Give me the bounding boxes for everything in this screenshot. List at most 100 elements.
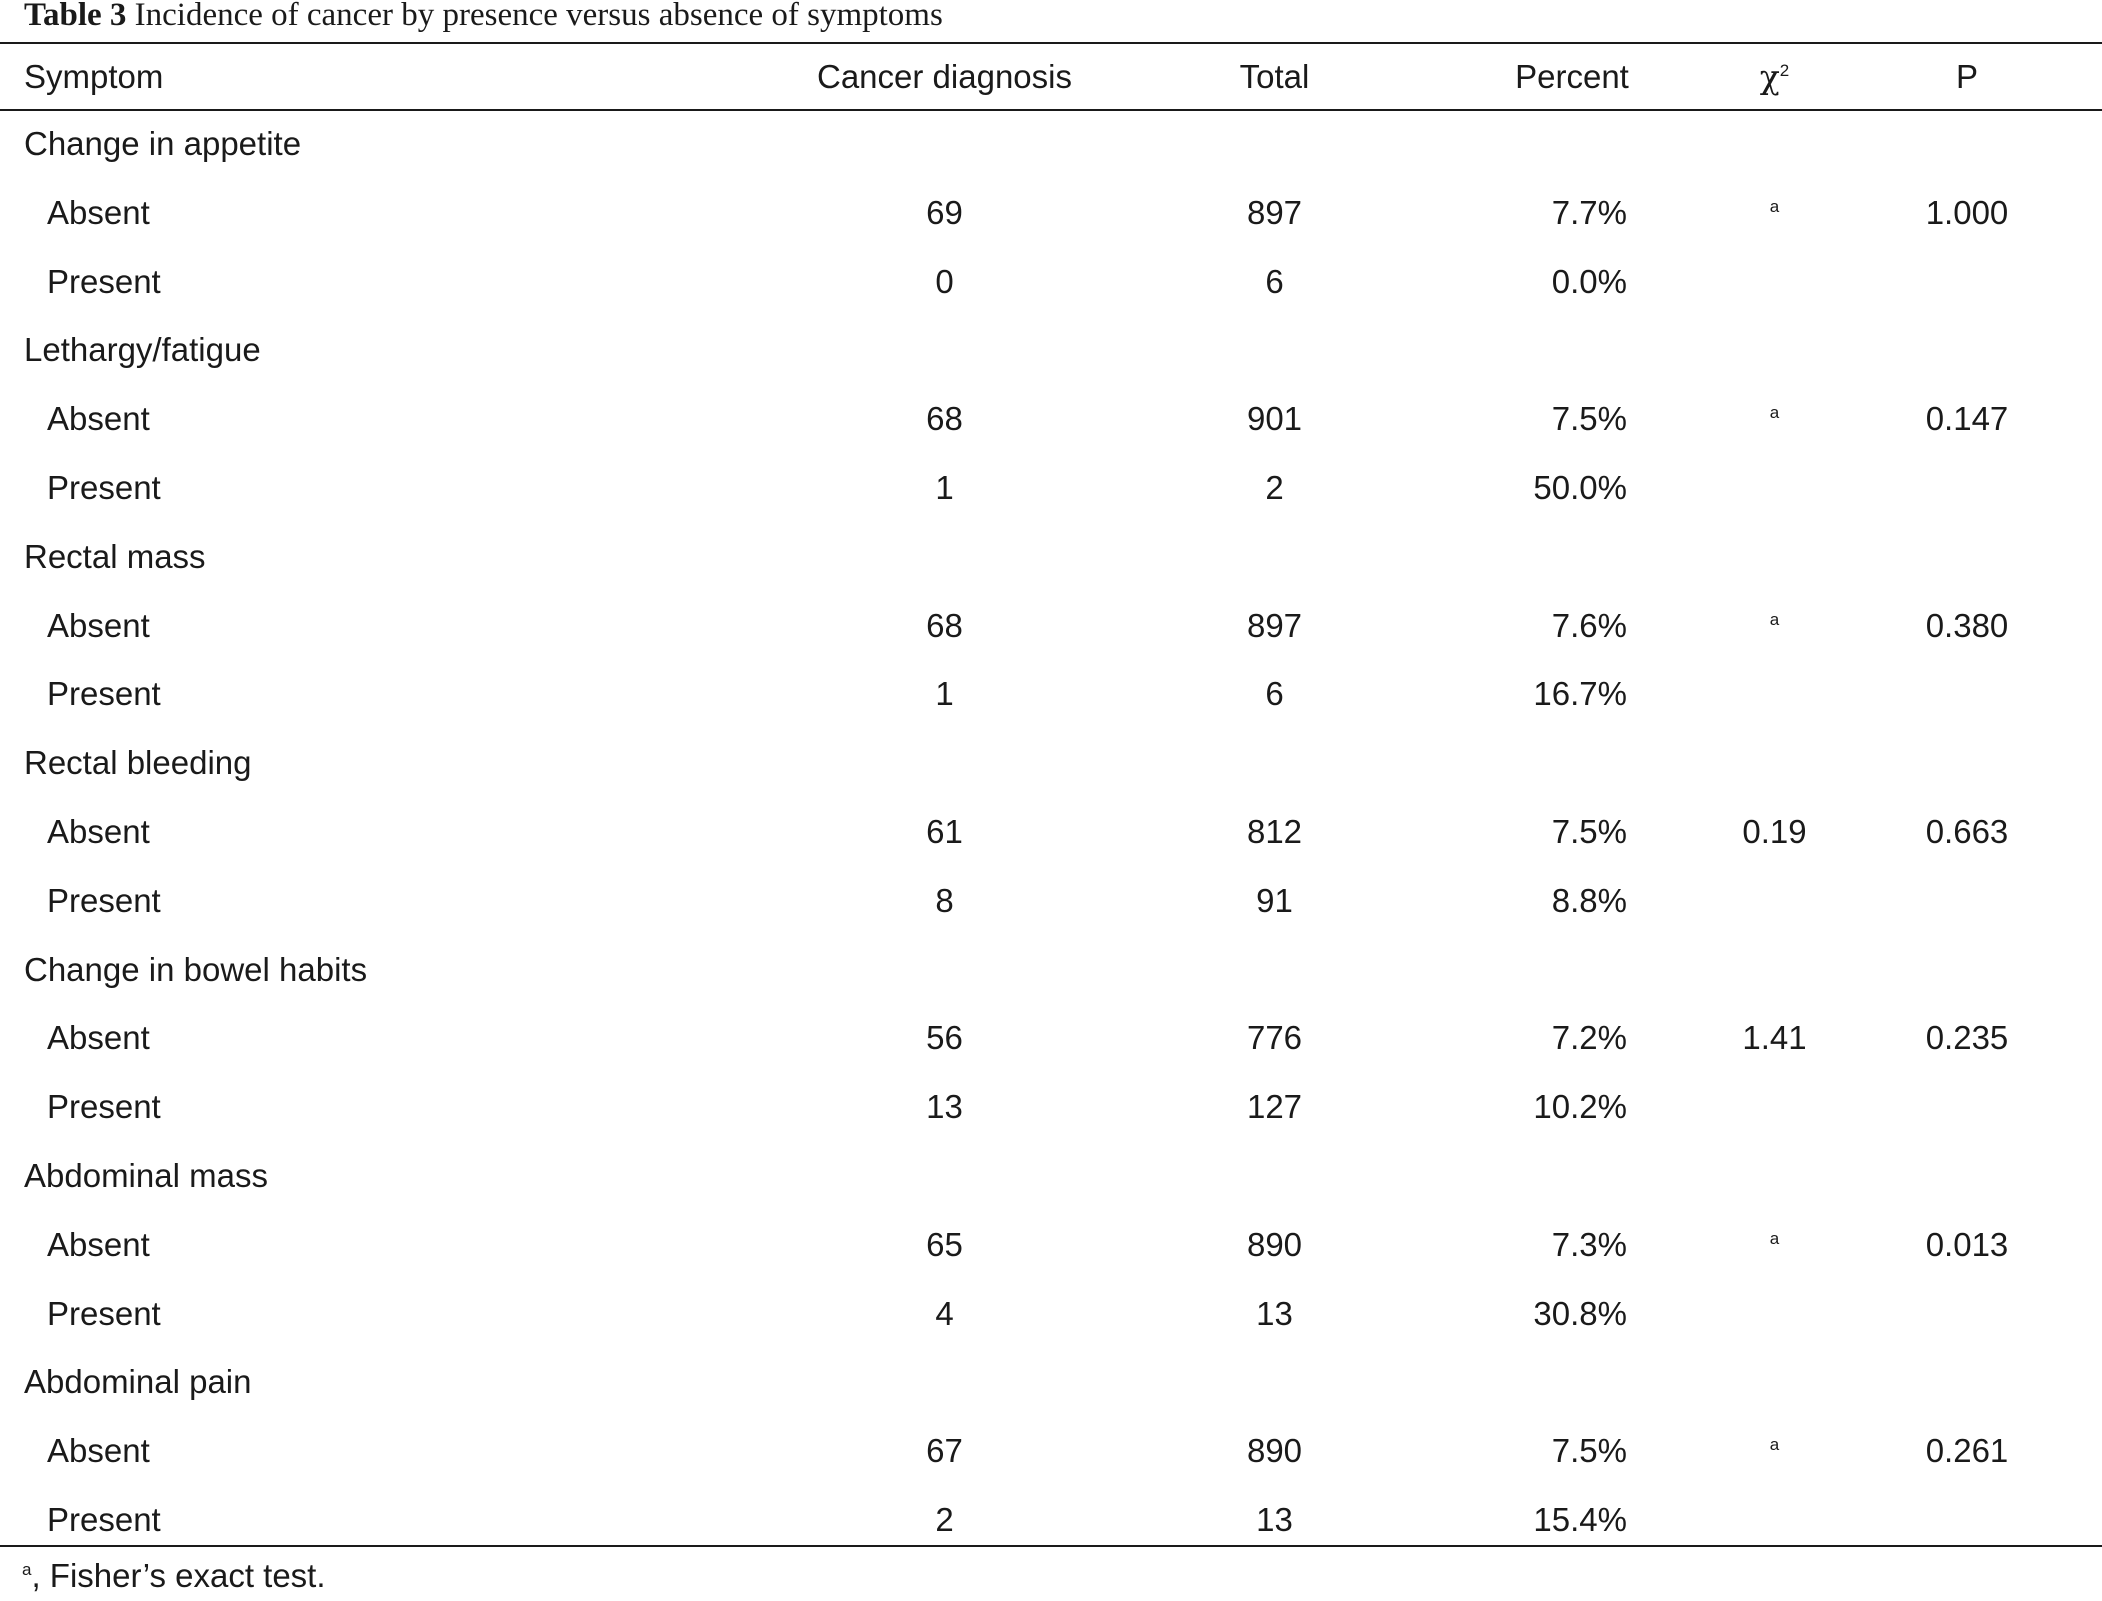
present-row: Present 0 6 0.0% [0, 248, 2102, 317]
percent-value: 7.7% [1551, 193, 1627, 231]
total-value: 6 [1265, 675, 1284, 713]
absent-label: Absent [47, 1225, 150, 1263]
percent-value: 15.4% [1533, 1500, 1627, 1538]
cancer-diagnosis-value: 68 [926, 606, 963, 644]
chi-superscript: 2 [1779, 61, 1790, 80]
total-value: 812 [1246, 812, 1303, 850]
chi-square-number: 0.19 [1742, 812, 1807, 850]
percent-value: 30.8% [1533, 1294, 1627, 1332]
absent-label: Absent [47, 812, 150, 850]
symptom-group-row: Lethargy/fatigue [0, 316, 2102, 385]
p-value: 0.380 [1925, 606, 2009, 644]
symptom-group-row: Change in bowel habits [0, 936, 2102, 1005]
p-value [1872, 454, 2102, 523]
percent-value: 10.2% [1533, 1088, 1627, 1126]
total-value: 901 [1246, 400, 1303, 438]
chi-square-value: a [1677, 592, 1872, 661]
cancer-diagnosis-value: 61 [926, 812, 963, 850]
chi-symbol: χ [1759, 57, 1780, 96]
symptom-name: Rectal bleeding [24, 744, 252, 782]
absent-row: Absent 68 901 7.5% a 0.147 [0, 385, 2102, 454]
percent-value: 7.5% [1551, 400, 1627, 438]
p-value [1872, 1280, 2102, 1349]
p-value [1872, 1486, 2102, 1555]
p-value: 0.261 [1925, 1432, 2009, 1470]
table-body: Change in appetite Absent 69 897 7.7% a 1.000 P… [0, 110, 2102, 1555]
p-value: 0.147 [1925, 400, 2009, 438]
percent-value: 16.7% [1533, 675, 1627, 713]
cancer-diagnosis-value: 8 [935, 881, 954, 919]
total-value: 890 [1246, 1432, 1303, 1470]
cancer-diagnosis-value: 56 [926, 1019, 963, 1057]
symptom-group-row: Rectal mass [0, 523, 2102, 592]
p-value: 0.663 [1925, 812, 2009, 850]
chi-square-value: 1.41 [1677, 1004, 1872, 1073]
chi-square-value [1677, 867, 1872, 936]
top-rule [0, 42, 2102, 44]
absent-label: Absent [47, 193, 150, 231]
absent-row: Absent 67 890 7.5% a 0.261 [0, 1417, 2102, 1486]
present-row: Present 4 13 30.8% [0, 1280, 2102, 1349]
chi-square-value [1677, 1486, 1872, 1555]
percent-value: 7.3% [1551, 1225, 1627, 1263]
present-label: Present [47, 1294, 161, 1332]
symptom-name: Lethargy/fatigue [24, 331, 261, 369]
p-value [1872, 660, 2102, 729]
header-rule [0, 109, 2102, 111]
table-header: Symptom Cancer diagnosis Total Percent χ… [0, 44, 2102, 110]
header-row: Symptom Cancer diagnosis Total Percent χ… [0, 44, 2102, 110]
p-value: 0.013 [1925, 1225, 2009, 1263]
chi-square-value [1677, 248, 1872, 317]
chi-square-value: 0.19 [1677, 798, 1872, 867]
cancer-diagnosis-value: 69 [926, 193, 963, 231]
percent-value: 7.5% [1551, 1432, 1627, 1470]
column-header-p: P [1955, 58, 1978, 95]
p-value: 1.000 [1925, 193, 2009, 231]
percent-value: 0.0% [1551, 262, 1627, 300]
fisher-note-marker: a [1769, 196, 1780, 216]
column-header-cancer-diagnosis: Cancer diagnosis [817, 58, 1072, 95]
chi-square-value [1677, 660, 1872, 729]
total-value: 91 [1256, 881, 1293, 919]
present-label: Present [47, 1088, 161, 1126]
footnote: a, Fisher’s exact test. [22, 1556, 326, 1596]
total-value: 890 [1246, 1225, 1303, 1263]
footnote-marker: a [22, 1560, 32, 1579]
cancer-diagnosis-value: 13 [926, 1088, 963, 1126]
absent-row: Absent 56 776 7.2% 1.41 0.235 [0, 1004, 2102, 1073]
column-header-symptom: Symptom [24, 58, 164, 95]
incidence-table: Symptom Cancer diagnosis Total Percent χ… [0, 44, 2102, 1555]
symptom-group-row: Abdominal mass [0, 1142, 2102, 1211]
fisher-note-marker: a [1769, 609, 1780, 629]
total-value: 776 [1246, 1019, 1303, 1057]
percent-value: 7.6% [1551, 606, 1627, 644]
present-label: Present [47, 881, 161, 919]
absent-label: Absent [47, 1019, 150, 1057]
cancer-diagnosis-value: 65 [926, 1225, 963, 1263]
p-value [1872, 248, 2102, 317]
percent-value: 7.5% [1551, 812, 1627, 850]
percent-value: 8.8% [1551, 881, 1627, 919]
chi-square-value [1677, 454, 1872, 523]
cancer-diagnosis-value: 1 [935, 468, 954, 506]
present-label: Present [47, 1500, 161, 1538]
table-caption: Incidence of cancer by presence versus a… [134, 0, 943, 33]
fisher-note-marker: a [1769, 403, 1780, 423]
absent-label: Absent [47, 1432, 150, 1470]
footnote-text: , Fisher’s exact test. [31, 1557, 326, 1594]
absent-label: Absent [47, 400, 150, 438]
bottom-rule [0, 1545, 2102, 1547]
fisher-note-marker: a [1769, 1228, 1780, 1248]
absent-label: Absent [47, 606, 150, 644]
absent-row: Absent 65 890 7.3% a 0.013 [0, 1211, 2102, 1280]
present-row: Present 1 6 16.7% [0, 660, 2102, 729]
present-row: Present 2 13 15.4% [0, 1486, 2102, 1555]
fisher-note-marker: a [1769, 1435, 1780, 1455]
symptom-name: Change in appetite [24, 125, 302, 162]
present-row: Present 8 91 8.8% [0, 867, 2102, 936]
p-value [1872, 867, 2102, 936]
chi-square-value: a [1677, 1211, 1872, 1280]
percent-value: 50.0% [1533, 468, 1627, 506]
symptom-name: Abdominal mass [24, 1156, 268, 1194]
cancer-diagnosis-value: 0 [935, 262, 954, 300]
